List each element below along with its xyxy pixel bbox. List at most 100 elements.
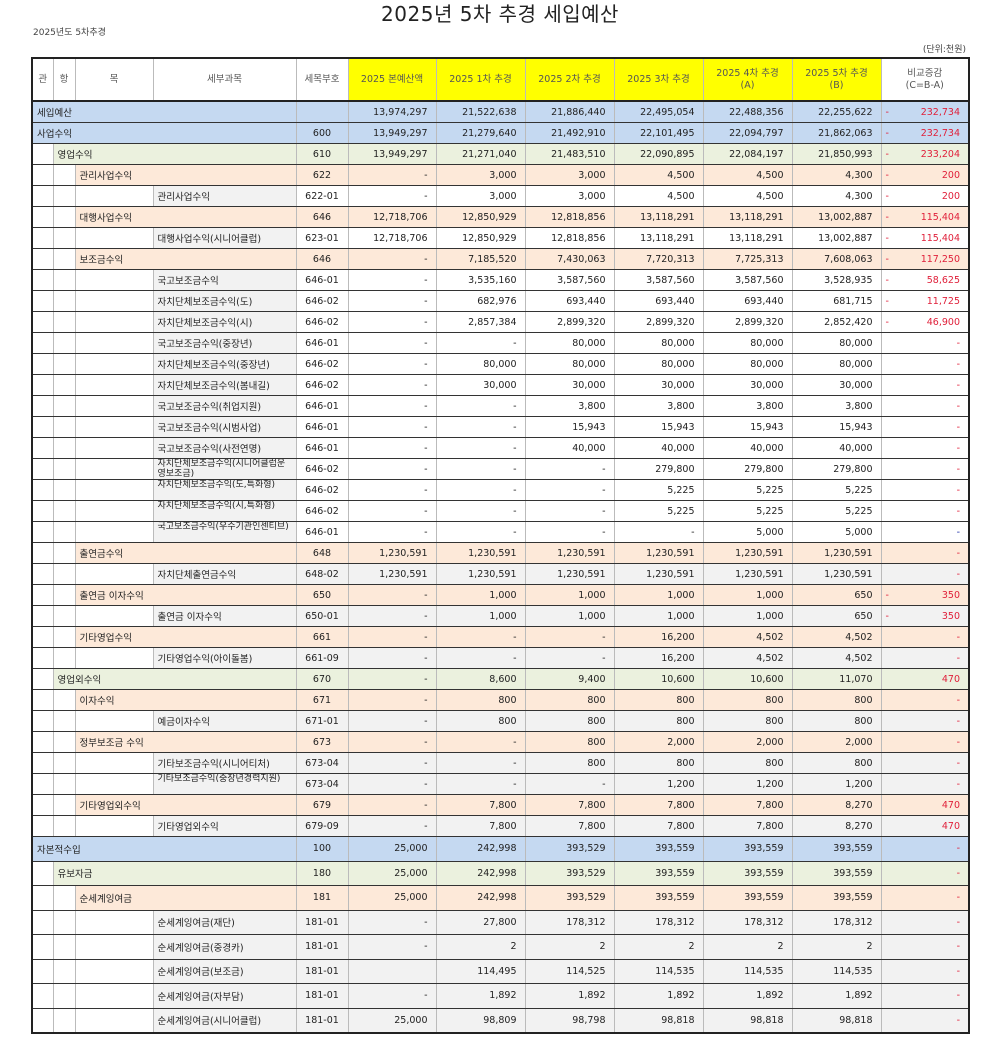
row-label: 자치단체보조금수익(시,특화형)	[152, 500, 297, 522]
amount-cell: -	[347, 668, 437, 690]
empty-cell	[52, 437, 76, 459]
amount-cell: 21,271,040	[435, 143, 526, 165]
amount-cell: 1,000	[524, 584, 615, 606]
amount-cell: 10,600	[702, 668, 793, 690]
amount-cell: 178,312	[524, 910, 615, 935]
amount-cell: -	[347, 584, 437, 606]
empty-cell	[52, 521, 76, 543]
diff-cell: -	[880, 374, 970, 396]
amount-cell: 98,809	[435, 1008, 526, 1034]
diff-cell: -	[880, 479, 970, 501]
amount-cell: 5,000	[791, 521, 882, 543]
empty-cell	[52, 206, 76, 228]
empty-cell	[31, 605, 54, 627]
amount-cell: -	[347, 185, 437, 207]
amount-cell: -	[347, 626, 437, 648]
amount-cell: 40,000	[613, 437, 704, 459]
empty-cell	[74, 1008, 154, 1034]
table-row: 기타보조금수익(시니어티처) 673-04- -800 800 800 800-	[31, 752, 970, 774]
amount-cell: 21,862,063	[791, 122, 882, 144]
amount-cell: 10,600	[613, 668, 704, 690]
row-label: 예금이자수익	[152, 710, 297, 732]
empty-cell	[74, 353, 154, 375]
amount-cell: 5,225	[613, 479, 704, 501]
item-code: 610	[295, 143, 349, 165]
amount-cell: 1,230,591	[347, 563, 437, 585]
amount-cell: -	[347, 248, 437, 270]
empty-cell	[31, 185, 54, 207]
diff-value: -	[956, 547, 960, 559]
item-code: 646-01	[295, 395, 349, 417]
amount-cell: 650	[791, 584, 882, 606]
empty-cell	[31, 416, 54, 438]
diff-value: -	[956, 990, 960, 1002]
table-row: 기타영업외수익 679-7,800 7,800 7,800 7,800 8,270 470	[31, 794, 970, 816]
row-label: 출연금 이자수익	[74, 584, 297, 606]
amount-cell: 80,000	[524, 332, 615, 354]
amount-cell: 25,000	[347, 885, 437, 911]
amount-cell: 279,800	[791, 458, 882, 480]
empty-cell	[31, 437, 54, 459]
row-label: 국고보조금수익(시범사업)	[152, 416, 297, 438]
amount-cell: -	[347, 374, 437, 396]
empty-cell	[74, 647, 154, 669]
amount-cell: 30,000	[435, 374, 526, 396]
diff-value: -	[956, 941, 960, 953]
header-row: 관 항 목 세부과목 세목부호 2025 본예산액 2025 1차 추경 2025 2차 추경…	[31, 58, 970, 102]
amount-cell: 5,225	[791, 500, 882, 522]
row-label: 유보자금	[52, 861, 297, 886]
amount-cell: 5,225	[791, 479, 882, 501]
amount-cell: 15,943	[791, 416, 882, 438]
amount-cell: 1,200	[791, 773, 882, 795]
empty-cell	[31, 143, 54, 165]
amount-cell: -	[347, 983, 437, 1009]
item-code: 650-01	[295, 605, 349, 627]
amount-cell: 2,899,320	[524, 311, 615, 333]
amount-cell: -	[435, 626, 526, 648]
diff-cell: -	[880, 647, 970, 669]
amount-cell: 1,230,591	[347, 542, 437, 564]
amount-cell: 13,949,297	[347, 122, 437, 144]
diff-cell: -	[880, 689, 970, 711]
item-code: 673-04	[295, 773, 349, 795]
amount-cell: 2,857,384	[435, 311, 526, 333]
amount-cell: 800	[524, 689, 615, 711]
diff-sign: -	[885, 295, 889, 307]
empty-cell	[52, 934, 76, 960]
amount-cell: 1,000	[702, 605, 793, 627]
empty-cell	[52, 710, 76, 732]
row-label: 세입예산	[31, 101, 297, 123]
amount-cell: -	[347, 710, 437, 732]
amount-cell: -	[347, 521, 437, 543]
empty-cell	[52, 290, 76, 312]
amount-cell: 7,800	[524, 794, 615, 816]
item-code: 650	[295, 584, 349, 606]
amount-cell: 393,529	[524, 861, 615, 886]
amount-cell: 1,230,591	[524, 563, 615, 585]
diff-value: -	[956, 358, 960, 370]
amount-cell: 393,559	[702, 861, 793, 886]
amount-cell: 30,000	[613, 374, 704, 396]
empty-cell	[31, 861, 54, 886]
empty-cell	[31, 815, 54, 837]
empty-cell	[31, 885, 54, 911]
diff-cell: -	[880, 959, 970, 984]
amount-cell: 15,943	[524, 416, 615, 438]
amount-cell: 178,312	[791, 910, 882, 935]
empty-cell	[74, 500, 154, 522]
empty-cell	[31, 752, 54, 774]
item-code: 671	[295, 689, 349, 711]
table-row: 자치단체보조금수익(시니어클럽운영보조금) 646-02- - -279,800 279…	[31, 458, 970, 480]
amount-cell: 16,200	[613, 647, 704, 669]
item-code: 673	[295, 731, 349, 753]
amount-cell: -	[347, 752, 437, 774]
empty-cell	[52, 815, 76, 837]
table-row: 보조금수익 646-7,185,520 7,430,063 7,720,313 7,72…	[31, 248, 970, 270]
row-label: 국고보조금수익(우수기관인센티브)	[152, 521, 297, 543]
amount-cell: 8,270	[791, 815, 882, 837]
row-label: 순세계잉여금	[74, 885, 297, 911]
amount-cell: 650	[791, 605, 882, 627]
item-code	[295, 101, 349, 123]
amount-cell: 2,852,420	[791, 311, 882, 333]
amount-cell: 178,312	[702, 910, 793, 935]
